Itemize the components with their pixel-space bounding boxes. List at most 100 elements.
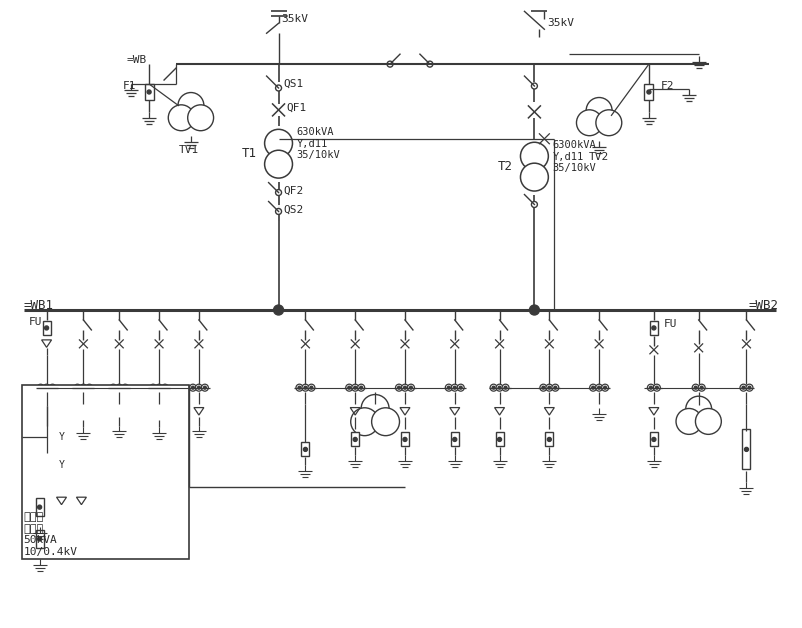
Bar [302,443,310,457]
Circle shape [746,384,753,391]
Circle shape [532,83,537,89]
Circle shape [596,110,622,136]
Text: T1: T1 [241,147,257,160]
Circle shape [178,92,204,119]
Bar [43,321,51,335]
Bar [451,433,459,447]
Circle shape [502,384,509,391]
Circle shape [520,163,549,191]
Text: FU: FU [664,319,678,329]
Circle shape [147,90,151,94]
Text: FU: FU [29,317,43,327]
Circle shape [492,386,495,389]
Circle shape [110,384,117,391]
Circle shape [652,326,656,330]
Text: QF1: QF1 [286,103,306,113]
Circle shape [497,438,501,441]
Circle shape [700,386,703,389]
Circle shape [43,384,50,391]
Circle shape [350,408,379,436]
Circle shape [168,105,194,131]
Circle shape [303,447,307,452]
Circle shape [742,386,745,389]
Bar [22,385,189,559]
Circle shape [298,386,301,389]
Text: TV2: TV2 [589,152,610,161]
Circle shape [45,386,48,389]
Circle shape [371,408,399,436]
Circle shape [744,447,748,452]
Circle shape [652,438,656,441]
Circle shape [597,386,601,389]
Circle shape [498,386,501,389]
Circle shape [699,384,705,391]
Bar [545,433,553,447]
Bar [401,433,409,447]
Circle shape [352,384,358,391]
Circle shape [460,386,462,389]
Text: TV1: TV1 [179,144,199,154]
Circle shape [354,386,357,389]
Circle shape [189,384,196,391]
Circle shape [82,386,85,389]
Circle shape [38,537,42,541]
Circle shape [647,90,651,94]
Circle shape [50,426,74,450]
Circle shape [395,384,403,391]
Circle shape [654,384,660,391]
Circle shape [453,386,456,389]
Circle shape [86,384,93,391]
Circle shape [457,384,464,391]
Circle shape [427,61,433,67]
Bar [743,430,751,469]
Circle shape [50,453,74,477]
Circle shape [490,384,497,391]
Circle shape [453,438,457,441]
Circle shape [542,386,545,389]
Circle shape [532,202,537,207]
Text: QS2: QS2 [284,205,304,215]
Circle shape [88,386,91,389]
Circle shape [197,386,200,389]
Circle shape [552,384,559,391]
Circle shape [276,208,282,214]
Bar [650,321,658,335]
Circle shape [45,326,49,330]
Circle shape [529,305,540,315]
Circle shape [387,61,393,67]
Circle shape [445,384,452,391]
Circle shape [157,411,161,414]
Bar [35,498,43,516]
Text: Y: Y [59,433,64,443]
Circle shape [361,394,389,423]
Circle shape [402,384,408,391]
Circle shape [39,386,42,389]
Circle shape [686,396,711,422]
Circle shape [201,384,209,391]
Circle shape [118,386,121,389]
Circle shape [204,386,206,389]
Circle shape [692,384,699,391]
Bar [496,433,504,447]
Circle shape [650,386,652,389]
Circle shape [577,110,602,136]
Bar [144,84,154,100]
Text: Y: Y [59,460,64,470]
Circle shape [348,386,350,389]
Circle shape [407,384,415,391]
Circle shape [359,386,363,389]
Circle shape [38,505,42,509]
Circle shape [403,438,407,441]
Circle shape [589,384,597,391]
Circle shape [152,386,155,389]
Circle shape [192,386,194,389]
Text: 35kV: 35kV [547,18,574,28]
Bar [155,406,163,420]
Text: T2: T2 [497,160,512,173]
Circle shape [76,386,79,389]
Text: F1: F1 [123,81,136,91]
Circle shape [448,386,450,389]
Circle shape [676,408,702,435]
Text: 6300kVA
Y,d11
35/10kV: 6300kVA Y,d11 35/10kV [553,140,596,173]
Circle shape [554,386,557,389]
